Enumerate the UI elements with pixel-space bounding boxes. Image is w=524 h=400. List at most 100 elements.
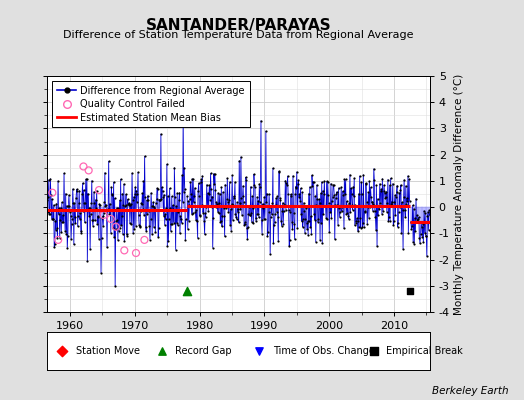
Point xyxy=(62,230,70,237)
Point xyxy=(310,211,318,218)
Point xyxy=(223,196,231,202)
Point xyxy=(237,154,245,160)
Point xyxy=(73,188,81,195)
Point xyxy=(315,196,323,202)
Point xyxy=(352,220,360,226)
Point xyxy=(177,219,185,226)
Point xyxy=(246,184,255,190)
Point xyxy=(348,202,356,208)
Point xyxy=(130,226,138,232)
Point xyxy=(410,206,418,212)
Point xyxy=(140,237,149,243)
Point xyxy=(239,183,247,189)
Point xyxy=(166,205,174,212)
Point xyxy=(329,182,337,189)
Point xyxy=(101,203,110,210)
Point xyxy=(112,226,120,232)
Point xyxy=(404,173,412,179)
Point xyxy=(192,207,201,213)
Point xyxy=(270,222,278,228)
Point xyxy=(304,190,313,197)
Point xyxy=(338,204,346,210)
Point xyxy=(252,215,260,221)
Point xyxy=(275,168,283,175)
Point xyxy=(396,204,404,210)
Point xyxy=(424,208,432,215)
Point xyxy=(408,222,416,229)
Point xyxy=(259,216,268,222)
Point xyxy=(320,178,329,184)
Point xyxy=(164,193,172,200)
Point xyxy=(154,186,162,192)
Point xyxy=(346,209,355,216)
Point xyxy=(224,199,232,206)
Point xyxy=(196,178,205,185)
Point xyxy=(370,177,378,183)
Point xyxy=(324,192,332,199)
Point xyxy=(359,172,368,178)
Point xyxy=(220,213,228,219)
Point xyxy=(268,211,276,218)
Point xyxy=(212,204,220,211)
Point xyxy=(255,214,263,220)
Point xyxy=(181,186,189,193)
Point xyxy=(86,246,94,252)
Point xyxy=(240,222,248,228)
Point xyxy=(204,208,213,214)
Point xyxy=(302,205,310,212)
Point xyxy=(284,191,292,197)
Point xyxy=(194,180,203,186)
Point xyxy=(249,205,257,211)
Point xyxy=(337,184,345,190)
Point xyxy=(107,184,116,190)
Point xyxy=(172,220,181,226)
Point xyxy=(418,224,426,230)
Point xyxy=(335,205,343,212)
Point xyxy=(109,224,117,231)
Point xyxy=(204,190,212,196)
Point xyxy=(137,208,145,214)
Point xyxy=(313,196,322,202)
Point xyxy=(127,201,135,207)
Point xyxy=(100,210,108,216)
Point xyxy=(348,206,357,213)
Point xyxy=(288,219,296,225)
Point xyxy=(135,221,143,228)
Point xyxy=(119,202,127,208)
Point xyxy=(61,227,69,234)
Point xyxy=(180,165,189,171)
Point xyxy=(308,172,316,179)
Point xyxy=(150,204,159,210)
Point xyxy=(378,211,386,217)
Point xyxy=(200,218,208,224)
Point xyxy=(66,203,74,210)
Point xyxy=(76,210,84,216)
Point xyxy=(424,227,433,233)
Point xyxy=(272,195,280,201)
Point xyxy=(258,201,267,207)
Point xyxy=(182,216,190,222)
Point xyxy=(99,222,107,229)
Point xyxy=(67,212,75,219)
Point xyxy=(247,210,255,216)
Point xyxy=(383,209,391,215)
Point xyxy=(237,194,246,201)
Point xyxy=(159,194,167,200)
Point xyxy=(271,202,280,208)
Point xyxy=(419,239,428,246)
Point xyxy=(123,231,131,237)
Point xyxy=(243,225,251,232)
Point xyxy=(104,158,113,164)
Point xyxy=(179,112,188,118)
Point xyxy=(250,171,258,177)
Point xyxy=(140,212,148,218)
Point xyxy=(366,203,374,210)
Point xyxy=(328,198,336,204)
Point xyxy=(81,200,90,206)
Point xyxy=(198,202,206,208)
Point xyxy=(401,183,410,189)
Point xyxy=(129,194,138,200)
Point xyxy=(154,234,162,240)
Point xyxy=(306,224,314,230)
Point xyxy=(110,234,118,240)
